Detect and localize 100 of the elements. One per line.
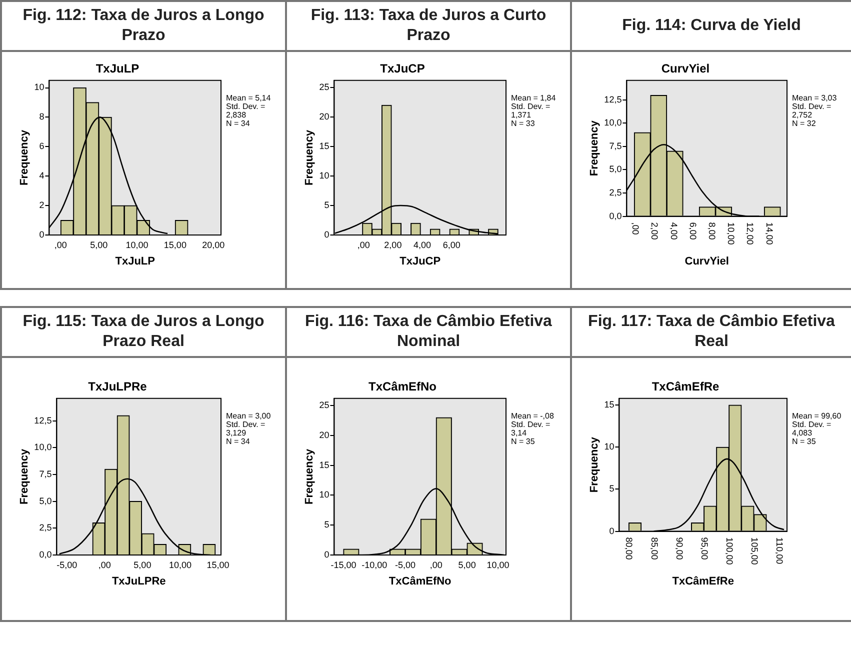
y-tick-label: 5,0 — [609, 164, 622, 174]
text: N = 35 — [792, 437, 816, 446]
y-tick-label: 12,5 — [604, 94, 622, 104]
text: 2,752 — [792, 110, 813, 120]
chart-title: Fig. 115: Taxa de Juros a Longo Prazo Real — [1, 307, 286, 357]
x-tick-label: 5,00 — [90, 240, 108, 250]
x-axis-title: TxJuCP — [400, 255, 441, 268]
chart-subtitle: TxCâmEfNo — [368, 380, 437, 394]
chart-subtitle: TxCâmEfRe — [652, 380, 720, 394]
y-tick-label: 5,0 — [39, 496, 52, 506]
text: Mean = 1,84 — [511, 94, 556, 103]
x-tick-label: 4,00 — [668, 222, 679, 240]
y-tick-label: 10,0 — [604, 118, 622, 128]
y-axis-title: Frequency — [588, 120, 601, 176]
x-tick-label: -15,00 — [330, 560, 356, 570]
text: Std. Dev. = — [792, 420, 832, 430]
text: Mean = 3,00 — [226, 412, 272, 421]
x-tick-label: 10,00 — [168, 560, 192, 570]
y-tick-label: 7,5 — [39, 469, 52, 480]
x-tick-label: 10,00 — [126, 240, 148, 250]
x-tick-label: 20,00 — [202, 240, 225, 250]
y-axis-title: Frequency — [18, 129, 31, 186]
chart-title: Fig. 114: Curva de Yield — [571, 1, 851, 51]
text: Std. Dev. = — [511, 420, 551, 430]
y-tick-label: 0 — [324, 229, 330, 240]
x-tick-label: 15,00 — [206, 560, 230, 570]
text: Mean = -,08 — [511, 412, 554, 421]
y-tick-label: 25 — [319, 400, 330, 410]
y-tick-label: 0,0 — [609, 210, 622, 221]
x-tick-label: 5,00 — [458, 560, 476, 570]
y-tick-label: 7,5 — [609, 140, 622, 151]
y-tick-label: 5 — [324, 200, 330, 210]
y-tick-label: 15 — [319, 140, 330, 151]
chart-title: Fig. 112: Taxa de Juros a Longo Prazo — [1, 1, 286, 51]
y-tick-label: 8 — [39, 112, 44, 122]
x-tick-label: 2,00 — [650, 222, 660, 240]
y-tick-label: 10 — [319, 170, 330, 180]
x-tick-label: -5,00 — [56, 560, 78, 570]
chart-title: Fig. 117: Taxa de Câmbio Efetiva Real — [571, 307, 851, 357]
x-tick-label: 10,00 — [726, 222, 736, 245]
x-tick-label: 4,00 — [414, 240, 432, 250]
x-tick-label: 6,00 — [442, 240, 460, 250]
chart-subtitle: TxJuCP — [380, 62, 425, 76]
x-tick-label: -10,00 — [362, 560, 388, 570]
chart-subtitle: TxJuLPRe — [88, 380, 148, 394]
y-tick-label: 12,5 — [34, 415, 52, 426]
x-axis-title: TxJuLP — [115, 255, 155, 268]
y-tick-label: 5 — [609, 484, 614, 494]
y-tick-label: 5 — [324, 520, 330, 530]
x-tick-label: ,00 — [98, 560, 111, 570]
chart-subtitle: TxJuLP — [96, 62, 140, 76]
text: Mean = 99,60 — [792, 412, 842, 421]
chart-title: Fig. 113: Taxa de Juros a Curto Prazo — [286, 1, 571, 51]
y-axis-title: Frequency — [588, 436, 601, 493]
y-tick-label: 20 — [319, 111, 330, 122]
text: 1,371 — [511, 110, 532, 120]
text: N = 34 — [226, 119, 250, 128]
y-tick-label: 2 — [39, 200, 44, 210]
x-tick-label: ,00 — [54, 240, 67, 250]
x-tick-label: 10,00 — [486, 560, 510, 570]
y-tick-label: 2,5 — [39, 522, 52, 533]
x-axis-title: TxJuLPRe — [112, 575, 166, 588]
y-tick-label: 0 — [39, 229, 44, 240]
chart-subtitle: CurvYiel — [661, 62, 710, 76]
y-tick-label: 15 — [604, 400, 614, 410]
y-tick-label: 10 — [319, 490, 330, 500]
y-tick-label: 25 — [319, 82, 330, 92]
x-tick-label: -5,00 — [395, 560, 416, 570]
x-tick-label: 8,00 — [707, 222, 718, 240]
text: 3,14 — [511, 428, 528, 438]
text: Std. Dev. = — [511, 102, 551, 112]
x-tick-label: 85,00 — [649, 537, 660, 560]
y-tick-label: 20 — [319, 430, 330, 440]
x-tick-label: 15,00 — [164, 240, 186, 250]
y-axis-title: Frequency — [304, 448, 316, 505]
y-tick-label: 6 — [39, 141, 44, 152]
x-tick-label: ,00 — [357, 240, 370, 250]
x-axis-title: CurvYiel — [684, 255, 729, 268]
text: Mean = 3,03 — [792, 94, 838, 103]
chart-title: Fig. 116: Taxa de Câmbio Efetiva Nominal — [286, 307, 571, 357]
y-axis-title: Frequency — [304, 129, 316, 186]
y-tick-label: 10 — [604, 442, 614, 452]
text: Std. Dev. = — [792, 102, 832, 112]
x-tick-label: 90,00 — [674, 537, 684, 560]
x-tick-label: 110,00 — [774, 537, 784, 564]
y-tick-label: 2,5 — [609, 187, 622, 198]
text: Std. Dev. = — [226, 420, 266, 430]
text: 4,083 — [792, 428, 813, 438]
x-tick-label: 14,00 — [764, 222, 774, 245]
text: N = 34 — [226, 437, 250, 446]
x-tick-label: 6,00 — [688, 222, 698, 240]
x-tick-label: 105,00 — [749, 537, 760, 565]
y-tick-label: 0 — [609, 526, 614, 536]
x-tick-label: 95,00 — [699, 537, 710, 560]
x-tick-label: 80,00 — [624, 537, 634, 560]
text: 2,838 — [226, 110, 247, 120]
x-tick-label: 100,00 — [724, 537, 734, 565]
y-tick-label: 10 — [34, 82, 44, 92]
text: N = 33 — [511, 119, 536, 128]
y-tick-label: 15 — [319, 460, 330, 470]
